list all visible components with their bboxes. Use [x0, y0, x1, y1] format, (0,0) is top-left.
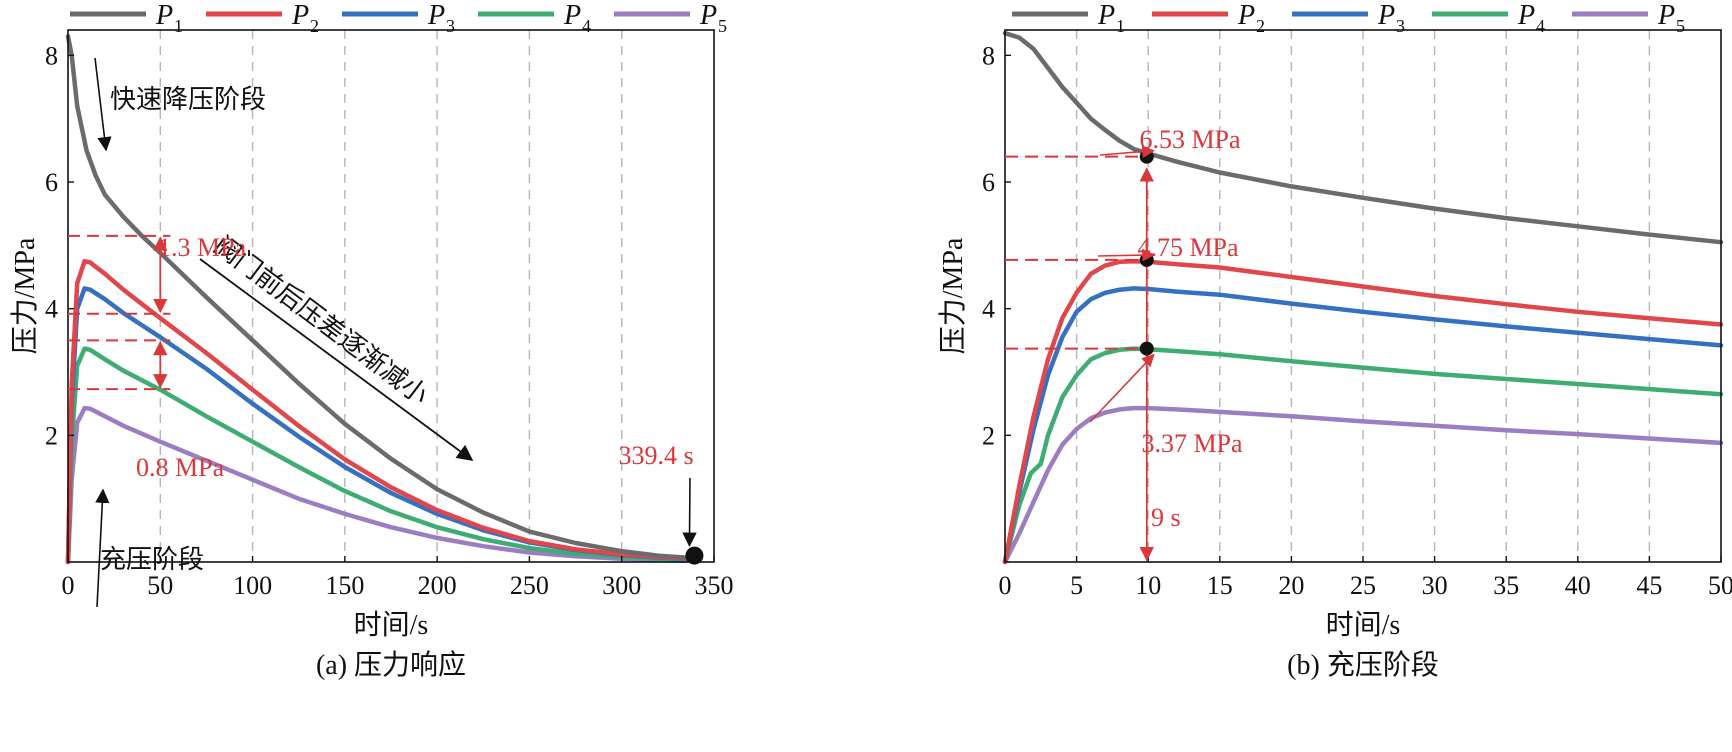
- y-axis-label-a: 压力/MPa: [9, 237, 41, 354]
- plot-frame-a: [67, 29, 715, 563]
- legend-label-P3: P: [427, 0, 445, 31]
- series-line-P5: [65, 405, 689, 565]
- legend-label-P4: P: [563, 0, 581, 31]
- legend-subscript-P5: 5: [1676, 16, 1685, 36]
- annotation-charging: 充压阶段: [100, 545, 204, 574]
- x-tick-label-100: 100: [233, 571, 272, 600]
- x-tick-label-50: 50: [147, 571, 173, 600]
- annotation-time-value: 9 s: [1151, 503, 1181, 532]
- fast-drop-arrow: [94, 57, 112, 152]
- end-time-arrow: [682, 477, 697, 548]
- x-tick-label-200: 200: [418, 571, 457, 600]
- caption-a: (a) 压力响应: [316, 649, 466, 681]
- y-tick-label-4: 4: [45, 295, 58, 324]
- legend-label-P2: P: [291, 0, 309, 31]
- x-ticks-a: 0 50 100 150 200 250 300 350: [62, 556, 734, 600]
- legend-subscript-P3: 3: [446, 16, 455, 36]
- legend-subscript-P2: 2: [310, 16, 319, 36]
- x-tick-label-5: 5: [1070, 571, 1083, 600]
- series-line-P2: [65, 258, 689, 565]
- series-line-P3: [1002, 286, 1724, 565]
- legend-label-P1: P: [1097, 0, 1115, 31]
- legend-subscript-P1: 1: [1116, 16, 1125, 36]
- annotation-p4-value: 3.37 MPa: [1141, 429, 1243, 458]
- panel-b-charging-stage: 0 5 10 15 20 25 30 35 40 45 50 2 4 6 8 6.53 MPa 4.75 M…: [937, 29, 1732, 681]
- legend-label-P5: P: [1657, 0, 1675, 31]
- legend-label-P3: P: [1377, 0, 1395, 31]
- grid-b: [1075, 30, 1651, 562]
- y-tick-label-2: 2: [45, 421, 58, 450]
- x-tick-label-40: 40: [1565, 571, 1591, 600]
- x-tick-label-25: 25: [1350, 571, 1376, 600]
- x-tick-label-30: 30: [1422, 571, 1448, 600]
- legend-subscript-P4: 4: [582, 16, 591, 36]
- x-tick-label-250: 250: [510, 571, 549, 600]
- y-tick-label-6: 6: [45, 168, 58, 197]
- annotation-p2-value: 4.75 MPa: [1137, 233, 1239, 262]
- annotation-end-time: 339.4 s: [618, 441, 693, 470]
- x-ticks-b: 0 5 10 15 20 25 30 35 40 45 50: [999, 556, 1732, 600]
- y-tick-label-8: 8: [982, 41, 995, 70]
- series-line-P4: [65, 346, 689, 565]
- legend-label-P1: P: [155, 0, 173, 31]
- annotation-diff-high-value: 1.3 MPa: [158, 233, 247, 262]
- y-ticks-a: 2 4 6 8: [45, 41, 74, 450]
- x-tick-label-15: 15: [1207, 571, 1233, 600]
- legend-label-P5: P: [699, 0, 717, 31]
- p1-value-arrow: [1099, 145, 1156, 158]
- x-tick-label-45: 45: [1636, 571, 1662, 600]
- x-axis-label-b: 时间/s: [1326, 609, 1401, 641]
- x-axis-label-a: 时间/s: [354, 609, 429, 641]
- y-tick-label-2: 2: [982, 421, 995, 450]
- x-tick-label-0: 0: [62, 571, 75, 600]
- annotation-fast-drop: 快速降压阶段: [110, 85, 266, 114]
- y-ticks-b: 2 4 6 8: [982, 41, 1011, 450]
- legend-subscript-P1: 1: [174, 16, 183, 36]
- legend-subscript-P3: 3: [1396, 16, 1405, 36]
- x-tick-label-0: 0: [999, 571, 1012, 600]
- y-tick-label-6: 6: [982, 168, 995, 197]
- legend-subscript-P2: 2: [1256, 16, 1265, 36]
- legend-subscript-P4: 4: [1536, 16, 1545, 36]
- x-tick-label-35: 35: [1493, 571, 1519, 600]
- legend-label-P4: P: [1517, 0, 1535, 31]
- diff-shrink-arrow: [199, 258, 474, 461]
- series-a: [65, 34, 689, 565]
- annotations-b: 6.53 MPa 4.75 MPa 3.37 MPa 9 s: [1005, 125, 1243, 562]
- x-tick-label-150: 150: [325, 571, 364, 600]
- y-tick-label-8: 8: [45, 41, 58, 70]
- y-axis-label-b: 压力/MPa: [937, 237, 969, 354]
- x-tick-label-10: 10: [1135, 571, 1161, 600]
- x-tick-label-50: 50: [1708, 571, 1732, 600]
- caption-b: (b) 充压阶段: [1287, 649, 1439, 681]
- charging-arrow: [95, 488, 110, 608]
- x-tick-label-350: 350: [695, 571, 734, 600]
- p2-value-arrow: [1097, 248, 1156, 262]
- y-tick-label-4: 4: [982, 295, 995, 324]
- end-point-marker: [685, 546, 704, 565]
- annotation-p1-value: 6.53 MPa: [1139, 125, 1241, 154]
- series-line-P1: [65, 34, 689, 560]
- value-marker-3: [1139, 341, 1154, 356]
- x-tick-label-20: 20: [1278, 571, 1304, 600]
- annotation-diff-low-value: 0.8 MPa: [136, 453, 225, 482]
- p4-value-arrow: [1089, 353, 1155, 423]
- legend-subscript-P5: 5: [718, 16, 727, 36]
- x-tick-label-300: 300: [602, 571, 641, 600]
- grid-a: [159, 30, 623, 562]
- legend-label-P2: P: [1237, 0, 1255, 31]
